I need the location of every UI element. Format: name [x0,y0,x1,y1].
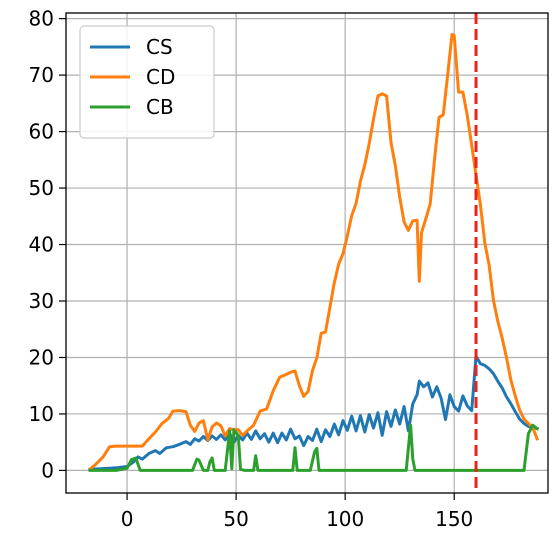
legend-label-cd: CD [146,65,175,89]
y-tick-label: 30 [29,289,54,313]
series-line-cd [87,33,540,472]
legend-label-cb: CB [146,95,174,119]
legend-label-cs: CS [146,35,173,59]
y-tick-label: 60 [29,120,54,144]
legend: CS CD CB [79,25,215,139]
y-tick-label: 70 [29,63,54,87]
plot-frame [65,12,549,494]
y-tick-label: 40 [29,233,54,257]
x-tick-label: 150 [435,507,473,531]
series-line-cb [88,423,540,472]
x-tick-label: 50 [223,507,248,531]
x-tick-label: 100 [326,507,364,531]
y-tick-label: 20 [29,345,54,369]
series-line-cs [88,354,539,471]
y-tick-label: 80 [29,7,54,31]
axis-ticks: 0 50 100 150 0 10 20 30 40 50 60 70 80 [29,7,474,531]
legend-box [79,25,215,139]
y-tick-label: 0 [41,458,54,482]
y-tick-label: 10 [29,402,54,426]
y-tick-label: 50 [29,176,54,200]
x-tick-label: 0 [121,507,134,531]
series-layer [87,33,540,472]
